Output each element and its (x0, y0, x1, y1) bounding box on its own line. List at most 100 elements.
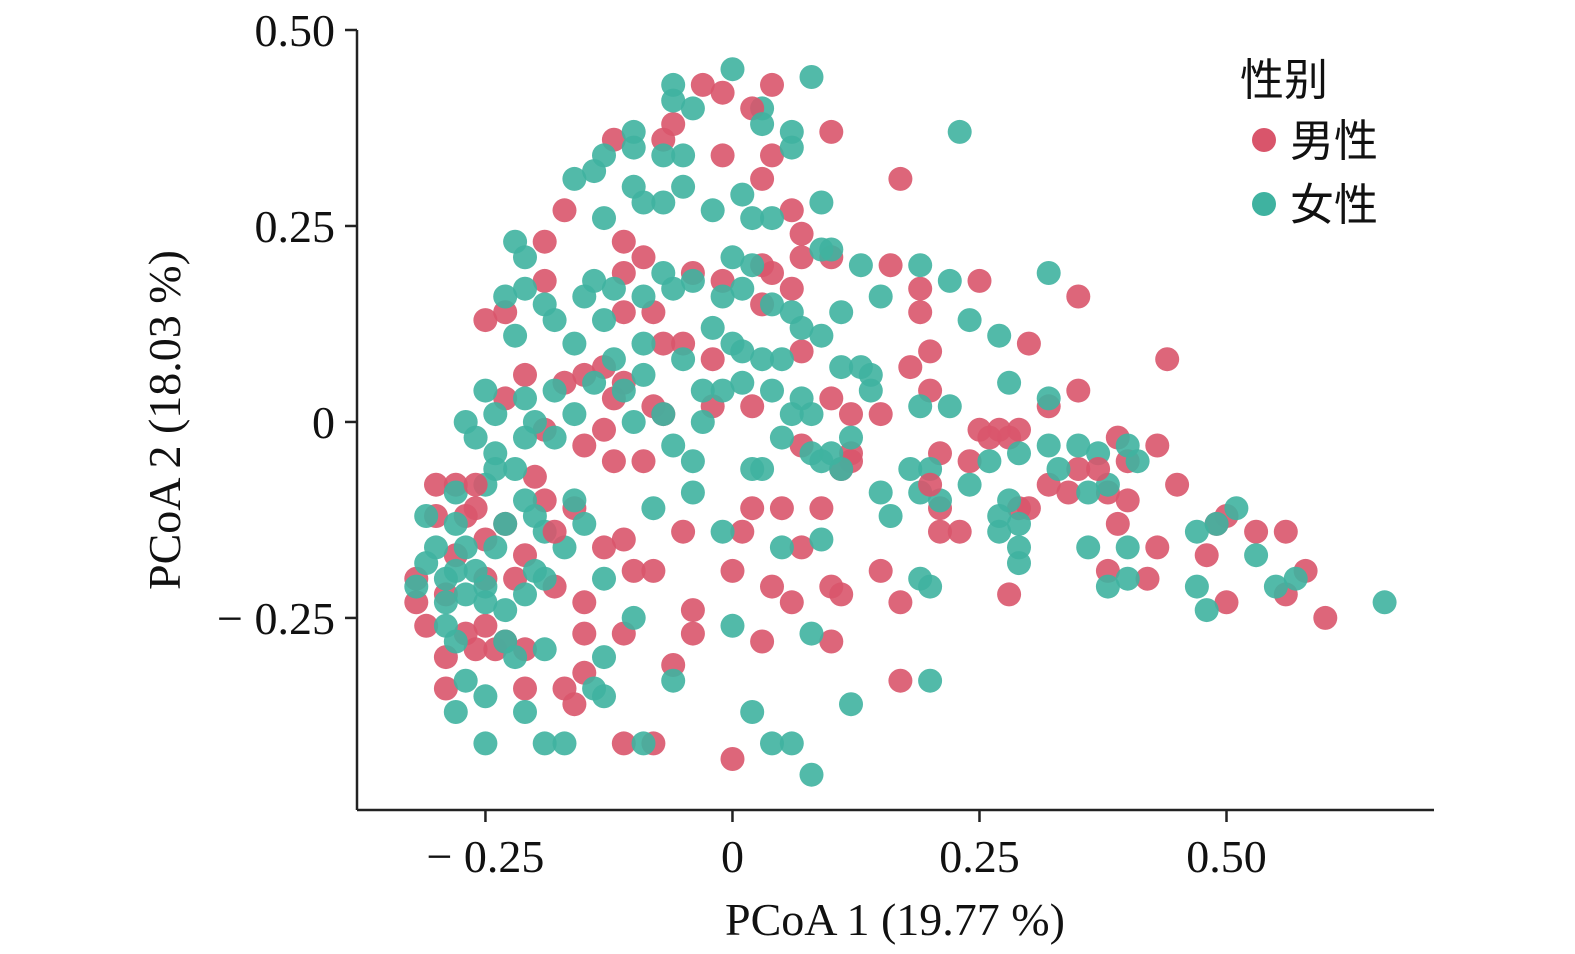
data-point-male (522, 464, 547, 489)
data-point-male (680, 621, 705, 646)
y-tick-label: 0.25 (255, 201, 336, 252)
data-point-female (1263, 574, 1288, 599)
data-point-male (819, 629, 844, 654)
data-point-female (1115, 535, 1140, 560)
data-point-female (997, 370, 1022, 395)
data-point-female (463, 558, 488, 583)
data-point-female (868, 284, 893, 309)
data-point-female (710, 378, 735, 403)
x-tick-label: − 0.25 (426, 831, 544, 882)
data-point-male (730, 519, 755, 544)
data-point-male (868, 402, 893, 427)
data-point-female (641, 496, 666, 521)
data-point-female (720, 57, 745, 82)
data-point-female (809, 449, 834, 474)
data-point-female (1095, 574, 1120, 599)
data-point-female (433, 566, 458, 591)
data-point-female (631, 284, 656, 309)
data-point-female (661, 668, 686, 693)
data-point-female (522, 558, 547, 583)
data-point-female (443, 700, 468, 724)
data-point-male (1155, 347, 1180, 372)
data-point-female (839, 425, 863, 450)
data-point-female (760, 378, 784, 403)
data-point-male (572, 621, 597, 646)
data-point-male (789, 245, 814, 270)
data-point-male (1115, 488, 1140, 513)
y-tick-label: − 0.25 (217, 593, 335, 644)
data-point-female (1036, 386, 1061, 411)
data-point-male (1016, 331, 1041, 356)
data-point-male (779, 198, 804, 223)
legend-label-female: 女性 (1290, 180, 1378, 231)
data-point-male (1244, 519, 1269, 544)
data-point-male (878, 253, 903, 278)
data-point-female (661, 433, 686, 458)
data-point-male (928, 519, 952, 544)
data-point-male (424, 472, 448, 497)
data-point-male (1105, 511, 1130, 536)
data-point-female (542, 378, 567, 403)
data-point-female (651, 143, 676, 168)
data-point-female (769, 347, 794, 372)
data-point-male (513, 362, 537, 387)
data-point-female (1184, 519, 1209, 544)
data-point-female (621, 135, 646, 160)
data-point-male (918, 339, 943, 364)
data-point-male (562, 692, 587, 717)
data-point-male (760, 261, 784, 285)
data-point-male (720, 558, 745, 583)
data-point-male (641, 558, 666, 583)
data-point-female (937, 394, 962, 419)
data-point-female (453, 668, 478, 693)
data-point-female (493, 598, 518, 623)
data-point-male (789, 221, 814, 246)
data-point-female (720, 245, 745, 270)
data-point-male (1165, 472, 1190, 497)
data-point-male (779, 276, 804, 301)
data-point-female (740, 206, 765, 231)
data-point-female (809, 190, 834, 215)
data-point-female (671, 347, 696, 372)
legend-title: 性别 (1240, 55, 1328, 106)
data-point-female (769, 425, 794, 450)
data-point-female (463, 425, 488, 450)
data-point-male (819, 386, 844, 411)
data-point-female (789, 386, 814, 411)
data-point-female (779, 731, 804, 756)
x-ticks: − 0.25 0 0.25 0.50 (426, 810, 1267, 882)
data-point-female (651, 402, 676, 427)
data-point-male (888, 590, 913, 615)
data-point-female (592, 308, 616, 333)
data-point-female (1125, 449, 1150, 474)
data-point-female (957, 308, 982, 333)
data-point-male (592, 417, 616, 442)
data-point-female (671, 174, 696, 199)
data-point-female (513, 425, 537, 450)
data-point-female (730, 339, 755, 364)
data-point-female (1283, 566, 1308, 591)
data-point-female (680, 449, 705, 474)
data-point-male (908, 300, 933, 325)
data-point-male (809, 496, 834, 521)
axes: 0.50 0.25 0 − 0.25 − 0.25 0 0.25 0.50 (217, 5, 1434, 882)
data-point-female (760, 292, 784, 317)
data-point-female (789, 315, 814, 340)
data-point-female (631, 331, 656, 356)
data-point-male (750, 166, 775, 191)
legend: 性别 男性 女性 (1240, 55, 1378, 231)
data-point-male (1145, 433, 1170, 458)
data-point-male (671, 519, 696, 544)
data-point-female (977, 449, 1002, 474)
legend-marker-male (1252, 128, 1276, 152)
data-point-male (888, 668, 913, 693)
data-point-female (1115, 566, 1140, 591)
data-point-female (848, 253, 873, 278)
data-point-female (799, 762, 824, 787)
data-point-female (621, 605, 646, 630)
data-point-male (611, 527, 636, 552)
data-point-male (829, 582, 854, 607)
data-point-female (908, 253, 933, 278)
data-point-male (819, 119, 844, 144)
